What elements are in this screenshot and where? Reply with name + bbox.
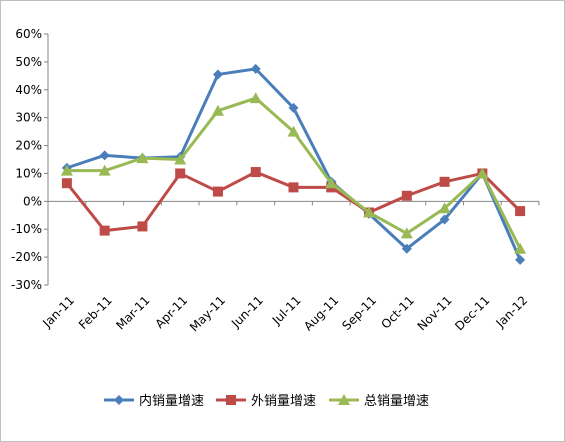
data-point <box>439 214 450 225</box>
x-tick-label: Mar-11 <box>113 293 152 332</box>
y-tick-label: 40% <box>15 83 42 97</box>
data-point <box>175 168 186 179</box>
x-tick-label: Jun-11 <box>228 293 266 331</box>
y-tick-label: 20% <box>15 139 42 153</box>
legend-marker <box>114 395 124 405</box>
data-point <box>476 167 489 179</box>
data-point <box>98 164 111 176</box>
data-point <box>515 254 526 265</box>
x-tick-label: May-11 <box>187 293 228 334</box>
legend-item-1: 内销量增速 <box>104 393 204 409</box>
data-point <box>60 164 73 176</box>
data-point <box>61 178 72 189</box>
x-tick-label: Sep-11 <box>339 293 379 333</box>
legend-label: 内销量增速 <box>139 393 204 409</box>
series-layer <box>60 63 527 265</box>
x-tick-label: Aug-11 <box>301 293 341 333</box>
data-point <box>136 152 149 164</box>
x-tick-label: Jan-12 <box>493 293 531 331</box>
legend-marker <box>338 394 350 405</box>
y-tick-label: 0% <box>23 194 42 208</box>
data-point <box>400 227 413 239</box>
x-tick-label: Jul-11 <box>269 293 304 328</box>
y-tick-label: 60% <box>15 27 42 41</box>
data-point <box>288 102 299 113</box>
y-axis: 60% 50% 40% 30% 20% 10% 0% -10% -20% -30% <box>11 27 49 292</box>
data-point <box>99 225 110 236</box>
y-tick-label: 10% <box>15 166 42 180</box>
legend-marker <box>226 395 236 405</box>
data-point <box>515 206 526 217</box>
data-point <box>174 153 187 165</box>
data-point <box>212 69 223 80</box>
series-3 <box>60 92 527 254</box>
data-point <box>401 243 412 254</box>
data-point <box>438 202 451 214</box>
data-point <box>211 104 224 116</box>
data-point <box>99 150 110 161</box>
data-point <box>401 190 412 201</box>
legend-label: 总销量增速 <box>364 394 429 409</box>
data-point <box>288 182 299 193</box>
y-tick-label: 50% <box>15 55 42 69</box>
y-tick-label: -20% <box>11 250 42 264</box>
legend-item-3: 总销量增速 <box>329 394 429 409</box>
x-tick-label: Apr-11 <box>152 293 190 331</box>
data-point <box>137 221 148 232</box>
x-tick-label: Jan-11 <box>39 293 77 331</box>
y-tick-label: -30% <box>11 278 42 292</box>
y-tick-label: 30% <box>15 111 42 125</box>
series-1 <box>61 63 526 265</box>
data-point <box>363 206 376 218</box>
data-point <box>250 63 261 74</box>
legend: 内销量增速 外销量增速 总销量增速 <box>104 393 429 409</box>
data-point <box>325 177 338 189</box>
x-tick-label: Nov-11 <box>415 293 455 333</box>
x-tick-label: Oct-11 <box>378 293 416 331</box>
data-point <box>287 125 300 137</box>
y-tick-label: -10% <box>11 222 42 236</box>
data-point <box>439 176 450 187</box>
data-point <box>249 92 262 104</box>
data-point <box>514 242 527 254</box>
x-tick-label: Feb-11 <box>76 293 115 332</box>
data-point <box>212 186 223 197</box>
x-tick-label: Dec-11 <box>452 293 492 333</box>
series-line <box>66 67 522 261</box>
data-point <box>250 167 261 178</box>
legend-item-2: 外销量增速 <box>216 394 316 409</box>
legend-label: 外销量增速 <box>251 394 316 409</box>
